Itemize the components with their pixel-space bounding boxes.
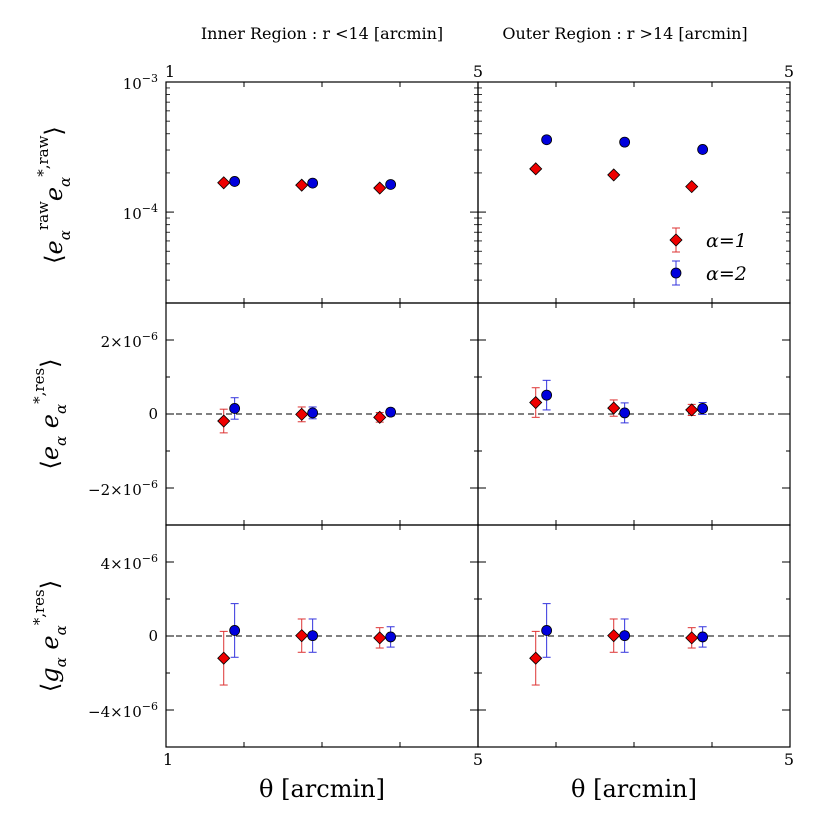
svg-text:⟨eα eα*,res⟩: ⟨eα eα*,res⟩ <box>30 358 70 469</box>
y-tick-label: 10−4 <box>123 202 158 223</box>
point-alpha1 <box>217 176 231 190</box>
point-alpha2 <box>229 176 241 187</box>
x-tick-label-top: 5 <box>473 62 483 81</box>
svg-text:⟨gα eα*,res⟩: ⟨gα eα*,res⟩ <box>30 580 70 692</box>
x-tick-label-top: 5 <box>784 62 794 81</box>
point-alpha2 <box>697 631 709 643</box>
point-alpha1 <box>685 180 699 194</box>
y-tick-label: 4×10−6 <box>101 552 158 573</box>
legend-marker-alpha2 <box>670 267 682 279</box>
point-alpha1 <box>295 178 309 192</box>
point-alpha2 <box>307 630 319 642</box>
panel-3 <box>477 302 791 526</box>
legend-label-alpha1: α=1 <box>706 230 747 252</box>
svg-text:⟨eαraweα*,raw⟩: ⟨eαraweα*,raw⟩ <box>34 126 74 264</box>
point-alpha2 <box>541 134 553 146</box>
xlabel-left: θ [arcmin] <box>259 775 385 803</box>
point-alpha1 <box>529 162 543 176</box>
point-alpha2 <box>541 389 553 401</box>
point-alpha1 <box>217 414 231 428</box>
point-alpha1 <box>217 651 231 665</box>
x-tick-label-top: 1 <box>165 62 175 81</box>
point-alpha2 <box>697 403 709 414</box>
y-tick-label: −4×10−6 <box>88 700 158 721</box>
point-alpha2 <box>307 407 319 419</box>
point-alpha1 <box>373 181 387 195</box>
ylabel-res: ⟨eα eα*,res⟩ <box>30 358 70 469</box>
point-alpha2 <box>619 630 631 642</box>
point-alpha1 <box>529 651 543 665</box>
panel-2: 2×10−6 0 −2×10−6 <box>88 302 479 526</box>
y-tick-label: 0 <box>148 405 158 423</box>
point-alpha1 <box>685 403 699 417</box>
point-alpha2 <box>385 631 397 643</box>
point-alpha2 <box>697 144 709 155</box>
point-alpha2 <box>229 403 241 414</box>
point-alpha2 <box>619 407 631 419</box>
panel-5 <box>477 524 791 748</box>
x-tick-label-bottom: 5 <box>784 750 794 769</box>
panel-0: 10−3 10−4 <box>123 72 479 304</box>
y-tick-label: 0 <box>148 627 158 645</box>
y-tick-label: −2×10−6 <box>88 478 158 499</box>
point-alpha1 <box>529 395 543 410</box>
legend-marker-alpha1 <box>669 233 683 247</box>
point-alpha1 <box>373 631 387 645</box>
point-alpha2 <box>229 625 241 636</box>
point-alpha1 <box>607 401 621 415</box>
point-alpha1 <box>373 410 387 424</box>
point-alpha1 <box>607 629 621 643</box>
point-alpha2 <box>307 177 319 189</box>
ylabel-g: ⟨gα eα*,res⟩ <box>30 580 70 692</box>
point-alpha1 <box>685 631 699 645</box>
panel-1: α=1 α=2 <box>477 81 791 304</box>
xlabel-right: θ [arcmin] <box>571 775 697 803</box>
panel-frame <box>165 81 479 304</box>
point-alpha1 <box>607 168 621 182</box>
column-title-inner: Inner Region : r <14 [arcmin] <box>201 24 443 43</box>
ylabel-raw: ⟨eαraweα*,raw⟩ <box>34 126 74 264</box>
point-alpha2 <box>619 136 631 148</box>
column-title-outer: Outer Region : r >14 [arcmin] <box>502 24 747 43</box>
y-tick-label: 10−3 <box>123 72 158 93</box>
legend-label-alpha2: α=2 <box>706 263 747 285</box>
point-alpha1 <box>295 629 309 643</box>
point-alpha1 <box>295 407 309 421</box>
y-tick-label: 2×10−6 <box>101 330 158 351</box>
panel-4: 4×10−6 0 −4×10−6 <box>88 524 479 748</box>
point-alpha2 <box>385 406 397 418</box>
point-alpha2 <box>385 179 397 190</box>
x-tick-label-bottom: 5 <box>473 750 483 769</box>
point-alpha2 <box>541 625 553 636</box>
panels: 10−3 10−4 α=1 α=2 2×10−6 0 −2×10−6 4×10−6 0 −4×10… <box>88 62 794 769</box>
x-tick-label-bottom: 1 <box>163 750 173 769</box>
